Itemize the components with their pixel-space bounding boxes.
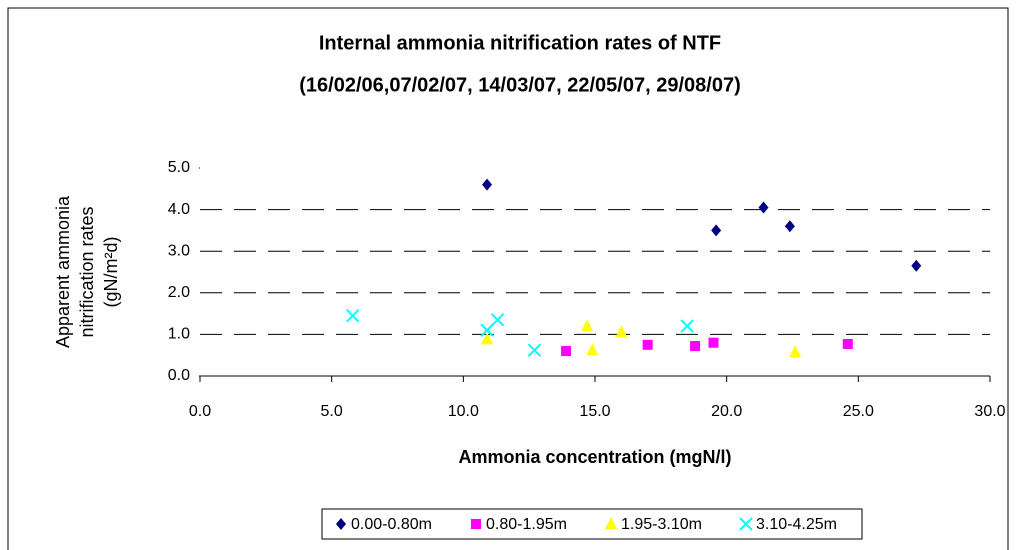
x-tick-label: 25.0 (843, 403, 874, 420)
chart-title: Internal ammonia nitrification rates of … (319, 32, 721, 54)
legend-label: 0.00-0.80m (351, 516, 432, 533)
point (480, 323, 494, 337)
point (842, 338, 853, 349)
x-tick-label: 20.0 (711, 403, 742, 420)
x-tick-label: 15.0 (579, 403, 610, 420)
point (680, 319, 694, 333)
legend-marker (739, 517, 753, 531)
legend-label: 1.95-3.10m (621, 516, 702, 533)
y-tick-label: 4.0 (168, 201, 190, 218)
y-axis-label-line: nitrification rates (77, 206, 97, 337)
point (708, 337, 719, 348)
point (784, 220, 795, 233)
chart-frame (7, 7, 1009, 550)
x-tick-label: 0.0 (189, 403, 211, 420)
y-axis-label-line: (gN/m²d) (101, 237, 121, 308)
y-axis-label-line: Apparent ammonia (53, 195, 73, 348)
point (490, 313, 505, 327)
y-tick-label: 2.0 (168, 284, 190, 301)
legend-marker (605, 517, 617, 529)
y-axis-label: Apparent ammonia nitrification rates (gN… (53, 195, 121, 348)
point (758, 201, 769, 214)
x-tick-label: 5.0 (321, 403, 343, 420)
y-tick-label: 3.0 (168, 242, 190, 259)
point (615, 325, 628, 338)
point (481, 332, 494, 345)
point (482, 178, 493, 191)
y-tick-label: 1.0 (168, 326, 190, 343)
x-tick-label: 30.0 (974, 403, 1005, 420)
x-axis-label: Ammonia concentration (mgN/l) (458, 447, 731, 467)
x-tick-label: 10.0 (448, 403, 479, 420)
legend-label: 3.10-4.25m (756, 516, 837, 533)
point (346, 308, 360, 323)
legend-marker (336, 518, 346, 530)
point (527, 343, 542, 357)
point (586, 343, 599, 356)
chart-subtitle: (16/02/06,07/02/07, 14/03/07, 22/05/07, … (299, 74, 740, 96)
point (789, 345, 802, 358)
point (690, 341, 701, 352)
point (911, 259, 922, 272)
point (561, 346, 572, 357)
legend-marker (471, 519, 481, 529)
point (642, 339, 653, 350)
legend-label: 0.80-1.95m (486, 516, 567, 533)
legend-box (321, 508, 863, 540)
y-tick-label: 5.0 (168, 159, 190, 176)
point (711, 224, 722, 237)
point (581, 319, 594, 332)
y-tick-label: 0.0 (168, 367, 190, 384)
